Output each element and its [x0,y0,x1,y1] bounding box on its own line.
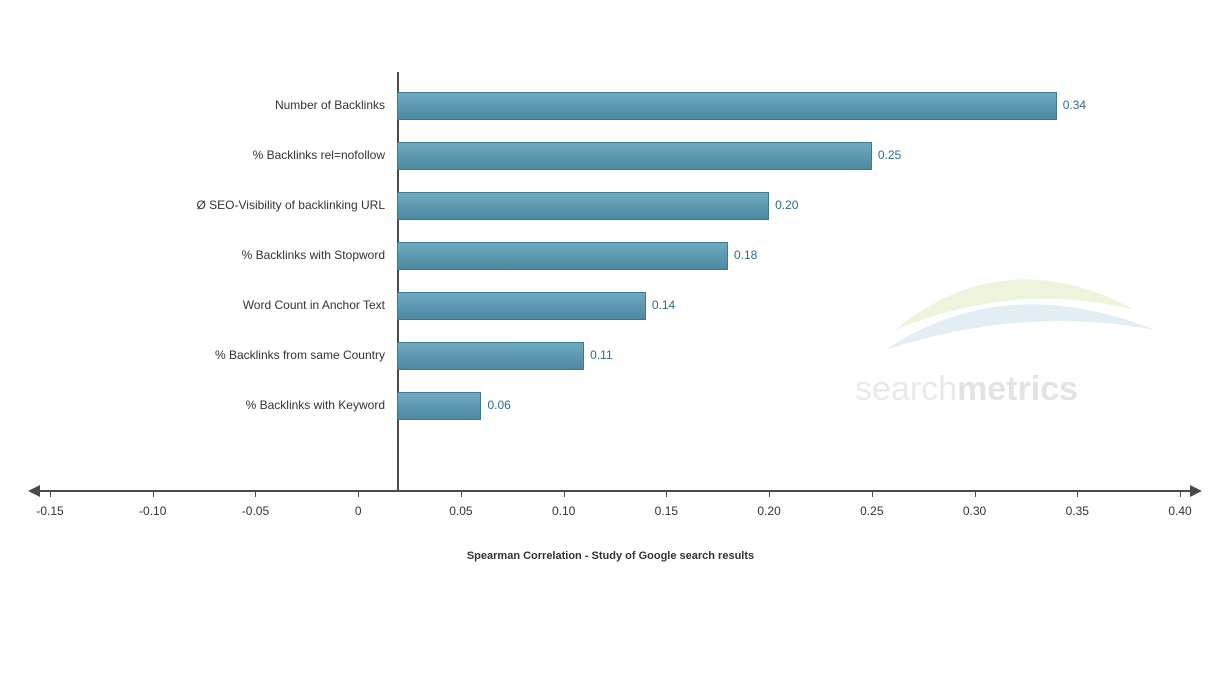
bar-value-label: 0.18 [734,248,757,262]
x-tick-label: 0 [355,504,362,518]
bar-category-label: % Backlinks with Keyword [246,398,385,412]
x-tick-mark [50,490,51,497]
x-tick-mark [255,490,256,497]
bar-value-label: 0.06 [487,398,510,412]
y-axis-line [397,72,399,490]
bar-category-label: Word Count in Anchor Text [243,298,385,312]
x-tick-mark [564,490,565,497]
bar [397,292,646,320]
x-tick-mark [1180,490,1181,497]
x-tick-label: 0.10 [552,504,575,518]
x-tick-mark [975,490,976,497]
x-tick-label: -0.05 [242,504,269,518]
axis-arrow-right [1190,485,1202,497]
bar [397,142,872,170]
watermark-logo: searchmetrics [855,260,1165,420]
bar-category-label: % Backlinks with Stopword [242,248,385,262]
axis-arrow-left [28,485,40,497]
bar [397,242,728,270]
x-tick-mark [769,490,770,497]
bar-category-label: Ø SEO-Visibility of backlinking URL [196,198,385,212]
x-tick-mark [872,490,873,497]
bar [397,342,584,370]
x-axis-title: Spearman Correlation - Study of Google s… [0,550,1221,562]
x-tick-label: 0.05 [449,504,472,518]
watermark-text: searchmetrics [855,370,1078,408]
x-tick-label: -0.15 [36,504,63,518]
bar-category-label: % Backlinks from same Country [215,348,385,362]
bar-value-label: 0.20 [775,198,798,212]
bar-category-label: % Backlinks rel=nofollow [253,148,385,162]
watermark-swoosh-icon [885,279,1155,350]
x-tick-mark [666,490,667,497]
x-tick-mark [1077,490,1078,497]
bar-value-label: 0.11 [590,348,612,362]
x-tick-label: 0.20 [757,504,780,518]
x-tick-label: 0.40 [1168,504,1191,518]
bar-value-label: 0.34 [1063,98,1086,112]
bar-value-label: 0.25 [878,148,901,162]
x-tick-mark [358,490,359,497]
bar [397,92,1057,120]
bar-category-label: Number of Backlinks [275,98,385,112]
x-axis-line [38,490,1192,492]
x-tick-label: -0.10 [139,504,166,518]
bar [397,192,769,220]
x-tick-label: 0.35 [1066,504,1089,518]
x-tick-label: 0.15 [655,504,678,518]
x-tick-label: 0.25 [860,504,883,518]
x-tick-label: 0.30 [963,504,986,518]
x-tick-mark [153,490,154,497]
x-tick-mark [461,490,462,497]
bar [397,392,481,420]
bar-value-label: 0.14 [652,298,675,312]
